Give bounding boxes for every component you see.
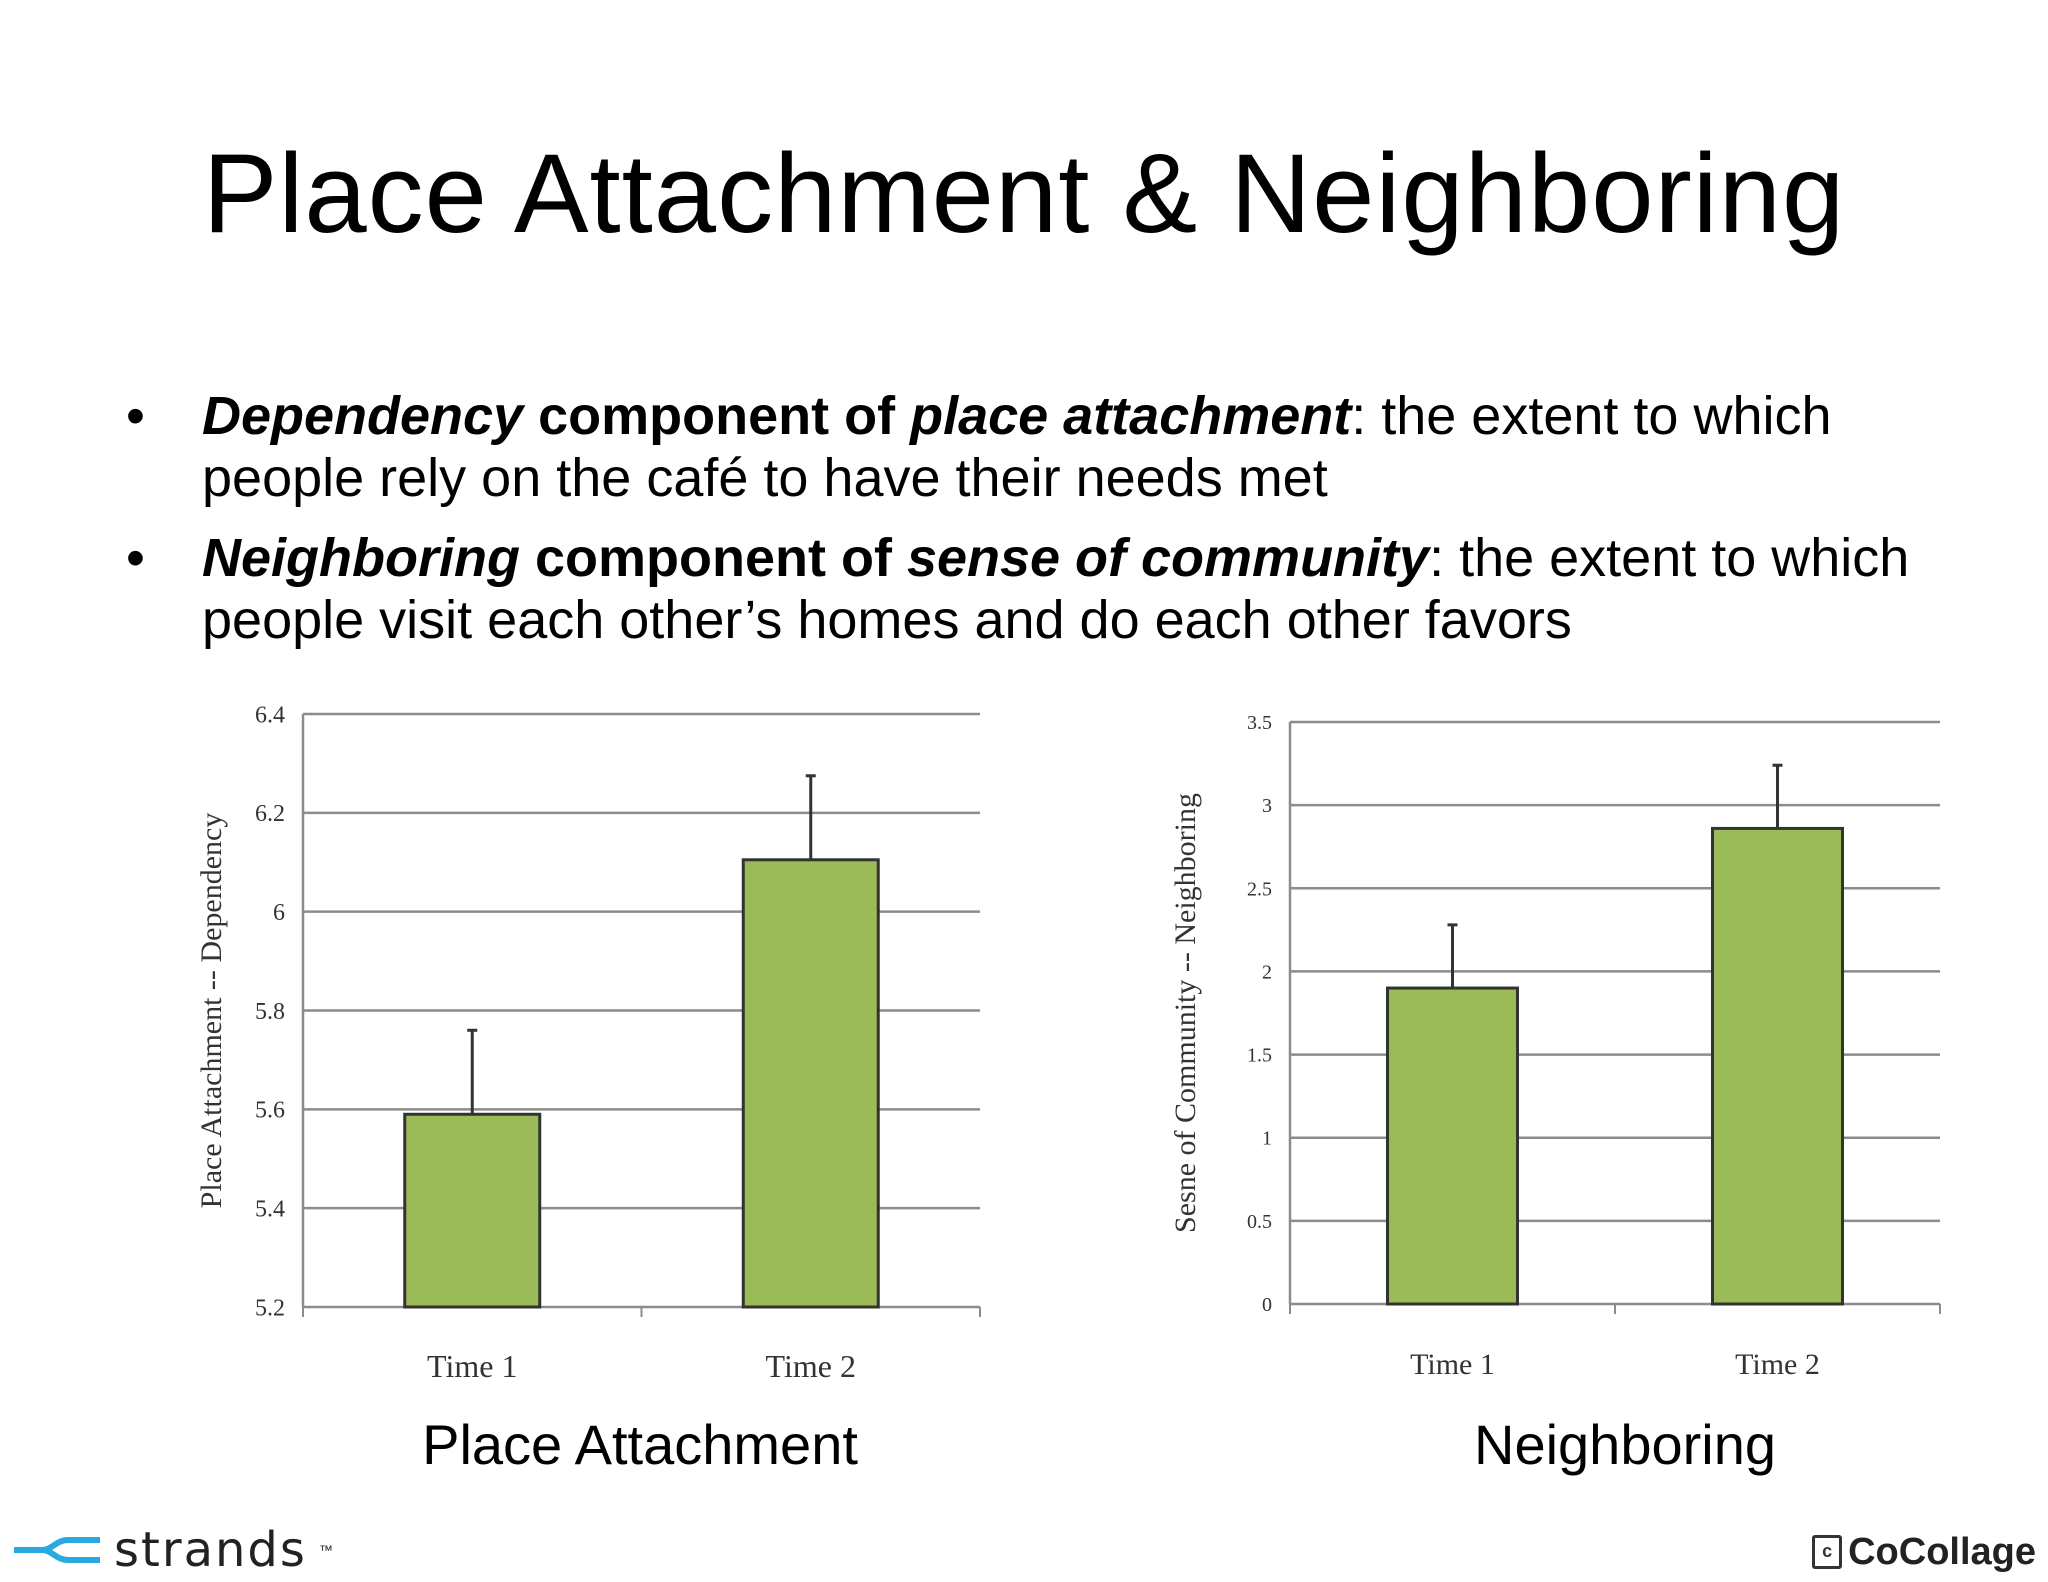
bullet-list: • Dependency component of place attachme…	[120, 385, 1980, 669]
y-tick-label: 6	[273, 900, 285, 926]
bullet-term: Neighboring	[202, 528, 520, 588]
bullet-definition: : the extent to which people visit each …	[202, 528, 1910, 650]
y-tick-label: 6.4	[255, 702, 285, 728]
cocollage-logo: c CoCollage	[1812, 1530, 2036, 1574]
x-category-label: Time 2	[1735, 1348, 1820, 1381]
caption-place-attachment: Place Attachment	[422, 1413, 858, 1476]
bullet-definition: : the extent to which people rely on the…	[202, 386, 1832, 508]
bullet-dependency: • Dependency component of place attachme…	[120, 385, 1980, 509]
bullet-symbol: •	[126, 386, 145, 446]
x-category-label: Time 2	[766, 1348, 856, 1384]
bar-time-2	[741, 858, 880, 1309]
y-tick-label: 0.5	[1247, 1211, 1272, 1233]
y-tick-label: 2.5	[1247, 878, 1272, 900]
cocollage-wordmark: CoCollage	[1848, 1530, 2036, 1573]
place-attachment-chart: 5.2 5.4 5.6 5.8 6 6.2 6.4 Time 1 Time 2 Place Att…	[185, 690, 1005, 1410]
bar-time-1	[403, 1112, 542, 1309]
y-tick-label: 5.8	[255, 999, 285, 1025]
bar-time-2	[1711, 826, 1844, 1306]
bar-time-1	[1386, 986, 1519, 1306]
x-category-label: Time 1	[1410, 1348, 1495, 1381]
y-tick-label: 2	[1262, 961, 1272, 983]
y-tick-label: 3	[1262, 795, 1272, 817]
bullet-term: Dependency	[202, 386, 524, 446]
strands-wordmark: strands	[114, 1522, 307, 1578]
y-tick-label: 1.5	[1247, 1045, 1272, 1067]
y-axis-label: Sesne of Community -- Neighboring	[1169, 793, 1202, 1233]
bullet-middle: component of	[519, 528, 907, 588]
bullet-concept: sense of community	[906, 528, 1430, 588]
y-tick-label: 5.6	[255, 1098, 285, 1124]
strands-tm: ™	[318, 1542, 333, 1558]
bullet-middle: component of	[523, 386, 911, 446]
neighboring-chart: 0 0.5 1 1.5 2 2.5 3 3.5 Time 1 Time 2 Sesne of Com…	[1165, 690, 1955, 1410]
bullet-neighboring: • Neighboring component of sense of comm…	[120, 527, 1980, 651]
y-tick-label: 6.2	[255, 801, 285, 827]
strands-mark-icon	[14, 1537, 100, 1563]
y-tick-label: 1	[1262, 1128, 1272, 1150]
bullet-concept: place attachment	[910, 386, 1352, 446]
x-category-label: Time 1	[427, 1348, 517, 1384]
place-attachment-chart-svg: 5.2 5.4 5.6 5.8 6 6.2 6.4 Time 1 Time 2 Place Att…	[195, 702, 981, 1384]
y-tick-label: 5.4	[255, 1197, 285, 1223]
y-tick-label: 5.2	[255, 1295, 285, 1321]
strands-logo: strands ™	[12, 1522, 333, 1578]
y-tick-label: 3.5	[1247, 712, 1272, 734]
neighboring-chart-svg: 0 0.5 1 1.5 2 2.5 3 3.5 Time 1 Time 2 Sesne of Com…	[1169, 712, 1941, 1381]
bullet-symbol: •	[126, 528, 145, 588]
slide-title: Place Attachment & Neighboring	[202, 131, 1846, 256]
y-axis-label: Place Attachment -- Dependency	[195, 813, 228, 1209]
y-tick-label: 0	[1262, 1294, 1272, 1316]
caption-neighboring: Neighboring	[1474, 1413, 1776, 1476]
cocollage-badge-icon: c	[1812, 1535, 1843, 1569]
